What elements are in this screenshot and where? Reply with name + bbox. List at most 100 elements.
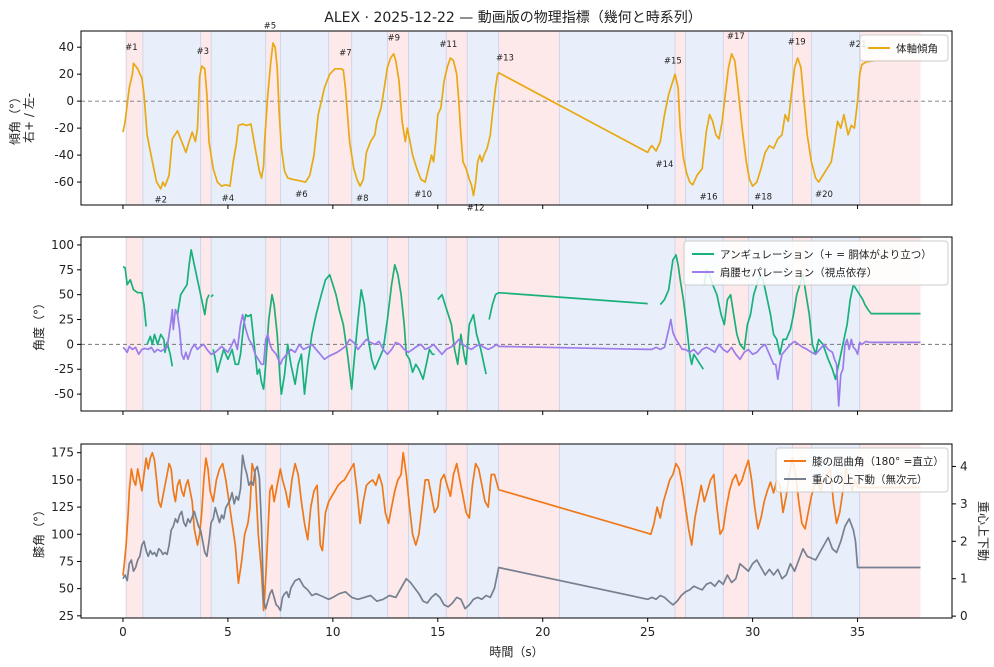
phase-band-blue xyxy=(351,444,388,618)
panel-angles: 100 75 50 25 0 -25 -50 角度（°） アンギュレーション（+ = 胴体が… xyxy=(31,236,953,415)
turn-label: #21 xyxy=(849,40,867,50)
legend-label: 肩腰セパレーション（視点依存） xyxy=(720,266,877,279)
x-tick-label: 15 xyxy=(430,625,445,639)
right-tick-label: 4 xyxy=(960,459,968,473)
knee-ylabel: 膝角（°） xyxy=(32,504,46,558)
phase-band-blue xyxy=(559,237,675,411)
x-tick-label: 0 xyxy=(119,625,127,639)
time-xlabel: 時間（s） xyxy=(489,645,543,659)
phase-band-blue xyxy=(467,237,499,411)
x-tick-label: 35 xyxy=(850,625,865,639)
y-tick-label: 20 xyxy=(59,67,74,81)
phase-band-blue xyxy=(467,444,499,618)
legend-label: 重心の上下動（無次元） xyxy=(812,473,928,486)
right-tick-label: 1 xyxy=(960,572,968,586)
x-tick-label: 5 xyxy=(224,625,232,639)
y-tick-label: 75 xyxy=(59,554,74,568)
right-tick-label: 3 xyxy=(960,497,968,511)
phase-band-red xyxy=(446,237,468,411)
angles-axes-frame xyxy=(80,236,953,412)
phase-band-blue xyxy=(280,444,329,618)
tilt-legend: 体軸傾角 xyxy=(859,34,949,62)
panel-tilt: #1 #2 #3 #4 #5 #6 #7 #8 #9 #10 #11 #12 #13 #14 #15 #16 #… xyxy=(8,21,953,213)
turn-label: #15 xyxy=(664,56,682,66)
legend-box xyxy=(683,240,949,286)
knee-y-ticks: 175 150 125 100 75 50 25 xyxy=(51,446,81,623)
ylabel-line: 膝角（°） xyxy=(32,504,46,558)
phase-band-blue xyxy=(685,31,724,205)
phase-band-red xyxy=(446,444,468,618)
phase-band-blue xyxy=(467,31,499,205)
phase-band-blue xyxy=(280,31,329,205)
phase-band-blue xyxy=(408,237,447,411)
phase-band-blue xyxy=(351,31,388,205)
phase-band-blue xyxy=(559,444,675,618)
y-tick-label: -60 xyxy=(54,175,74,189)
angles-x-ticks xyxy=(122,411,859,415)
phase-band-red xyxy=(200,31,212,205)
phase-band-blue xyxy=(211,444,266,618)
legend-label: 体軸傾角 xyxy=(896,42,938,55)
phase-band-red xyxy=(126,31,143,205)
phase-band-red xyxy=(674,237,686,411)
x-tick-label: 25 xyxy=(640,625,655,639)
y-tick-label: 25 xyxy=(59,609,74,623)
phase-band-red xyxy=(200,444,212,618)
y-tick-label: 0 xyxy=(66,94,74,108)
tilt-series xyxy=(122,42,921,197)
y-tick-label: 100 xyxy=(51,527,74,541)
legend-box xyxy=(859,34,949,62)
turn-label: #7 xyxy=(339,48,352,58)
knee-series xyxy=(122,451,921,612)
phase-band-red xyxy=(674,444,686,618)
phase-band-red xyxy=(200,237,212,411)
turn-label: #14 xyxy=(655,160,673,170)
x-tick-label: 10 xyxy=(325,625,340,639)
phase-band-red xyxy=(265,31,281,205)
phase-band-red xyxy=(792,31,812,205)
knee-axes-frame xyxy=(80,443,953,619)
phase-band-red xyxy=(387,444,409,618)
phase-band-red xyxy=(328,444,352,618)
y-tick-label: -40 xyxy=(54,148,74,162)
tilt-ylabel: 傾角（°）右+ / 左- xyxy=(8,91,36,145)
series-line xyxy=(122,42,921,197)
series-line xyxy=(122,454,921,612)
turn-label: #13 xyxy=(496,54,514,64)
turn-label: #2 xyxy=(154,195,167,205)
phase-band-red xyxy=(126,237,143,411)
y-tick-label: 125 xyxy=(51,500,74,514)
right-tick-label: 0 xyxy=(960,609,968,623)
phase-band-red xyxy=(328,31,352,205)
knee-legend: 膝の屈曲角（180° =直立） 重心の上下動（無次元） xyxy=(775,447,949,493)
turn-label: #11 xyxy=(439,40,457,50)
turn-label: #20 xyxy=(815,190,833,200)
phase-band-red xyxy=(387,237,409,411)
turn-label: #4 xyxy=(222,194,235,204)
turn-label: #3 xyxy=(196,47,209,57)
com-y-ticks: 0 1 2 3 4 xyxy=(952,459,968,623)
turn-label: #5 xyxy=(264,21,277,31)
com-ylabel: 重心上下動 xyxy=(976,501,990,561)
phase-band-red xyxy=(387,31,409,205)
phase-band-blue xyxy=(559,31,675,205)
y-tick-label: -25 xyxy=(54,362,74,376)
tilt-y-ticks: 40 20 0 -20 -40 -60 xyxy=(54,40,81,189)
legend-box xyxy=(775,447,949,493)
legend-label: アンギュレーション（+ = 胴体がより立つ） xyxy=(720,248,932,261)
y-tick-label: 50 xyxy=(59,288,74,302)
phase-band-blue xyxy=(211,237,266,411)
knee-x-ticks: 0 5 10 15 20 25 30 35 xyxy=(119,618,865,639)
y-tick-label: -50 xyxy=(54,387,74,401)
phase-band-blue xyxy=(685,444,724,618)
turn-label: #1 xyxy=(125,43,138,53)
phase-band-red xyxy=(446,31,468,205)
y-tick-label: 40 xyxy=(59,40,74,54)
phase-band-red xyxy=(498,444,560,618)
figure-title: ALEX · 2025-12-22 — 動画版の物理指標（幾何と時系列） xyxy=(324,10,701,26)
x-tick-label: 30 xyxy=(745,625,760,639)
ylabel-line: 角度（°） xyxy=(31,297,46,351)
legend-label: 膝の屈曲角（180° =直立） xyxy=(812,455,944,468)
turn-label: #19 xyxy=(788,37,806,47)
